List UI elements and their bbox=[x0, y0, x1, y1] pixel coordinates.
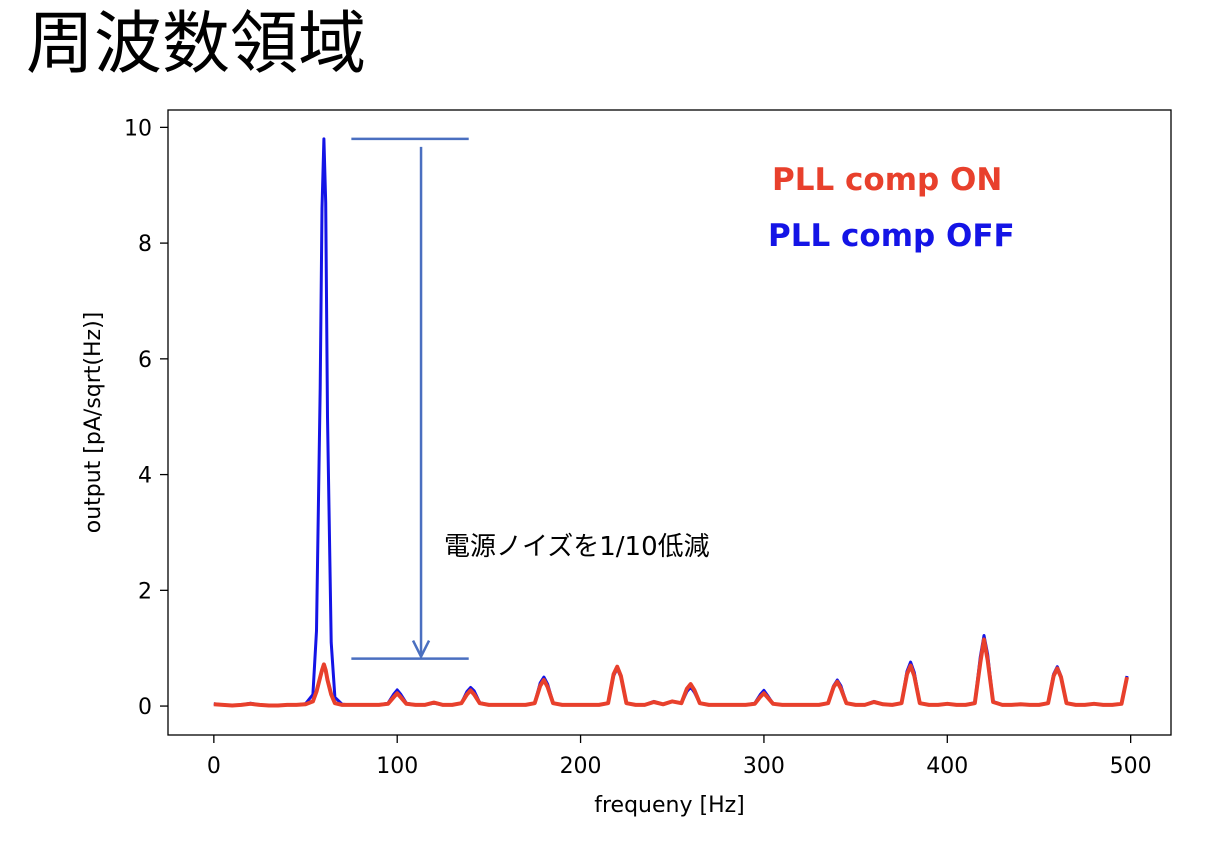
ticks-layer: 0 100 200 300 400 500 0 2 4 6 8 10 bbox=[124, 116, 1152, 779]
x-tick-label: 100 bbox=[376, 754, 418, 779]
slide-title: 周波数領域 bbox=[26, 5, 367, 84]
x-tick-label: 200 bbox=[560, 754, 602, 779]
y-tick-label: 10 bbox=[124, 116, 152, 141]
y-tick-label: 8 bbox=[138, 232, 152, 257]
y-axis-label: output [pA/sqrt(Hz)] bbox=[81, 312, 106, 534]
reduction-annotation: 電源ノイズを1/10低減 bbox=[444, 532, 710, 562]
reduction-arrow-head bbox=[411, 640, 431, 660]
x-axis-label: frequeny [Hz] bbox=[594, 793, 745, 818]
y-tick-label: 4 bbox=[138, 464, 152, 489]
x-tick-label: 0 bbox=[207, 754, 221, 779]
x-tick-label: 500 bbox=[1110, 754, 1152, 779]
annotation-layer: 電源ノイズを1/10低減 bbox=[351, 137, 710, 660]
legend-pll-comp-off: PLL comp OFF bbox=[768, 218, 1015, 254]
y-tick-label: 6 bbox=[138, 348, 152, 373]
x-tick-label: 400 bbox=[926, 754, 968, 779]
legend-pll-comp-on: PLL comp ON bbox=[772, 162, 1002, 198]
series-layer bbox=[213, 137, 1129, 708]
series-line-1 bbox=[213, 637, 1129, 708]
y-tick-label: 0 bbox=[138, 695, 152, 720]
x-tick-label: 300 bbox=[743, 754, 785, 779]
plot-frame bbox=[167, 109, 1172, 736]
y-tick-label: 2 bbox=[138, 579, 152, 604]
